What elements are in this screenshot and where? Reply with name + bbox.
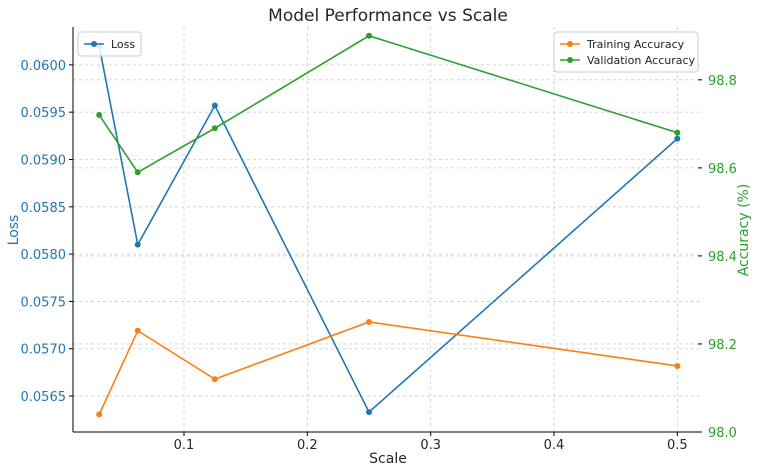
x-tick-label: 0.3 <box>420 438 441 453</box>
left-tick-label: 0.0575 <box>21 295 67 310</box>
left-y-ticks: 0.0565 0.0570 0.0575 0.0580 0.0585 0.0590 0.05… <box>21 59 73 405</box>
legend-accuracy: Training Accuracy Validation Accuracy <box>553 31 699 73</box>
left-tick-label: 0.0570 <box>21 343 67 358</box>
series-point-2 <box>674 129 681 136</box>
series-point-1 <box>674 362 681 369</box>
left-tick-label: 0.0585 <box>21 201 67 216</box>
series-point-1 <box>366 318 372 325</box>
left-tick-label: 0.0595 <box>21 106 67 121</box>
x-ticks: 0.1 0.2 0.3 0.4 0.5 <box>174 432 688 453</box>
legend-box <box>77 31 142 57</box>
legend-swatch-marker <box>567 57 573 63</box>
right-tick-label: 98.0 <box>708 426 737 441</box>
right-tick-label: 98.4 <box>708 250 737 265</box>
legend-loss: Loss <box>77 31 142 57</box>
series-line-1 <box>98 321 678 415</box>
x-tick-label: 0.5 <box>667 438 688 453</box>
legend-box <box>553 31 699 73</box>
series-point-1 <box>96 411 103 418</box>
axes <box>72 27 702 433</box>
x-tick-label: 0.1 <box>174 438 195 453</box>
legend-swatch-marker <box>567 41 573 47</box>
legend-swatch-marker <box>91 41 97 47</box>
x-tick-label: 0.4 <box>544 438 565 453</box>
series-point-0 <box>366 409 372 416</box>
right-tick-label: 98.2 <box>708 338 737 353</box>
legend-label: Training Accuracy <box>586 38 685 51</box>
right-tick-label: 98.6 <box>708 162 737 177</box>
legend-label: Loss <box>111 38 135 51</box>
right-y-ticks: 98.0 98.2 98.4 98.6 98.8 <box>698 74 737 441</box>
series-point-1 <box>211 376 218 383</box>
grid <box>73 27 702 433</box>
legend-label: Validation Accuracy <box>587 54 696 67</box>
left-tick-label: 0.0565 <box>21 390 67 405</box>
left-y-axis-label: Loss <box>6 215 22 246</box>
x-axis-label: Scale <box>369 451 407 467</box>
chart-title: Model Performance vs Scale <box>268 6 508 26</box>
left-tick-label: 0.0580 <box>21 248 67 263</box>
series-point-2 <box>211 125 218 132</box>
x-tick-label: 0.2 <box>297 438 318 453</box>
series-point-1 <box>134 327 141 334</box>
series-point-0 <box>674 135 681 142</box>
right-tick-label: 98.8 <box>708 74 737 89</box>
left-tick-label: 0.0600 <box>21 59 67 74</box>
left-tick-label: 0.0590 <box>21 153 67 168</box>
series-point-2 <box>134 169 141 176</box>
series-point-2 <box>96 112 103 119</box>
series-point-0 <box>211 102 218 109</box>
series-line-0 <box>98 45 678 414</box>
series-point-2 <box>366 32 372 39</box>
series-point-0 <box>134 241 141 248</box>
right-y-axis-label: Accuracy (%) <box>736 184 752 277</box>
